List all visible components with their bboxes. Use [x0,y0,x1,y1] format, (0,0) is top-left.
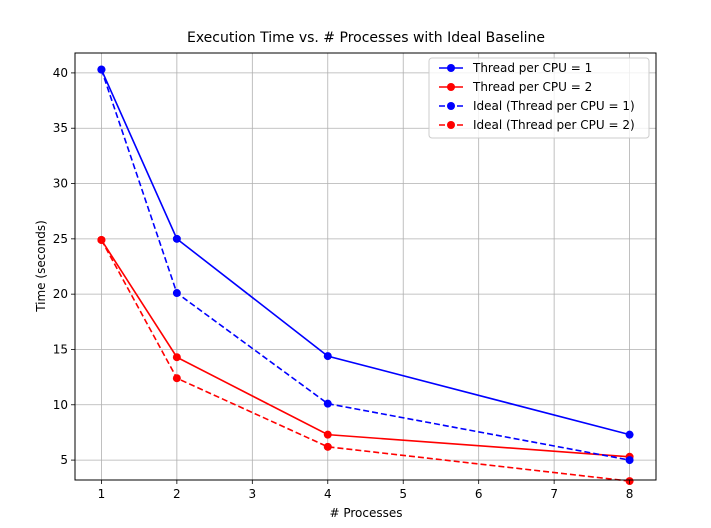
data-point [172,374,181,383]
x-tick-label: 6 [475,487,483,501]
legend-label: Thread per CPU = 1 [472,61,592,75]
data-point [97,235,106,244]
series-3 [97,65,634,465]
legend-marker [447,83,455,91]
legend-item: Thread per CPU = 1 [439,61,592,75]
chart-title: Execution Time vs. # Processes with Idea… [187,30,545,46]
data-point [625,430,634,439]
data-point [172,234,181,243]
legend-item: Thread per CPU = 2 [439,80,592,94]
legend-label: Ideal (Thread per CPU = 1) [473,99,635,113]
data-point [97,65,106,74]
series-line [100,239,630,458]
legend-marker [447,64,455,72]
y-tick-label: 25 [53,232,68,246]
y-tick-label: 10 [53,398,68,412]
legend-marker [447,121,455,129]
data-point [323,352,332,361]
legend-label: Thread per CPU = 2 [472,80,592,94]
x-tick-label: 5 [399,487,407,501]
x-tick-label: 3 [248,487,256,501]
ticks: 1 2 3 4 5 6 7 8 5 10 15 20 25 30 35 40 [53,66,634,501]
series-4 [97,235,634,486]
y-tick-label: 20 [53,287,68,301]
data-point [625,456,634,465]
y-tick-label: 5 [60,453,68,467]
x-axis-label: # Processes [329,506,402,520]
legend-item: Ideal (Thread per CPU = 1) [439,99,635,113]
y-tick-label: 40 [53,66,68,80]
data-point [323,442,332,451]
plot-frame [74,52,657,481]
legend-item: Ideal (Thread per CPU = 2) [439,118,635,132]
data-point [323,430,332,439]
data-point [172,353,181,362]
legend: Thread per CPU = 1 Thread per CPU = 2 Idea… [428,57,650,139]
series-line [100,69,630,461]
x-tick-label: 7 [550,487,558,501]
x-tick-label: 4 [324,487,332,501]
x-tick-label: 8 [626,487,634,501]
x-tick-label: 1 [98,487,106,501]
x-tick-label: 2 [173,487,181,501]
legend-label: Ideal (Thread per CPU = 2) [473,118,635,132]
y-tick-label: 35 [53,121,68,135]
y-tick-label: 15 [53,342,68,356]
series-layer [97,65,634,486]
series-line [100,69,630,436]
y-tick-label: 30 [53,177,68,191]
legend-box [428,57,650,139]
data-point [323,399,332,408]
legend-marker [447,102,455,110]
data-point [172,289,181,298]
y-axis-label: Time (seconds) [34,220,48,313]
